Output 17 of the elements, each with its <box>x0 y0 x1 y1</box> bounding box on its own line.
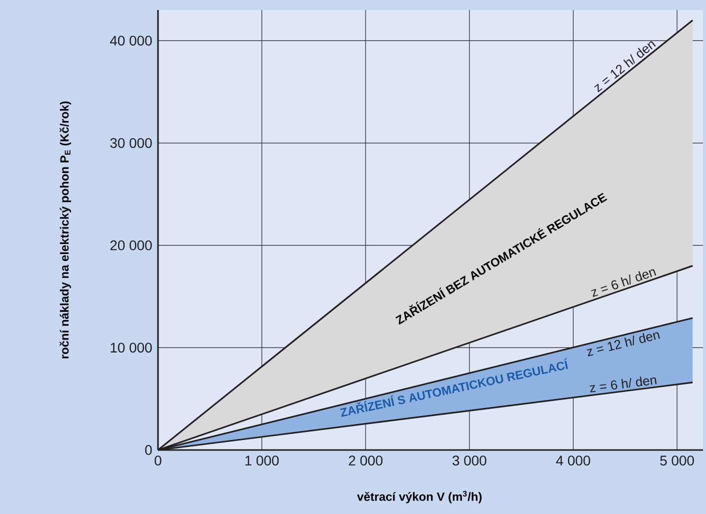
y-tick-label: 0 <box>145 445 152 455</box>
y-tick-label: 30 000 <box>110 138 152 148</box>
text: z = 6 h/ den <box>590 376 657 392</box>
x-axis-title: větrací výkon V (m$^{3}$/h) <box>357 490 482 504</box>
x-tick-label: 1 000 <box>245 456 279 466</box>
text: z = 12 h/ den <box>594 41 656 92</box>
x-tick-label: 0 <box>154 456 162 466</box>
y-tick-label: 10 000 <box>110 342 152 353</box>
y-tick-label: 20 000 <box>110 240 152 250</box>
text: z = 6 h/ den <box>591 269 656 298</box>
x-tick-label: 2 000 <box>348 456 383 466</box>
x-tick-label: 4 000 <box>556 456 590 466</box>
y-axis-title: roční náklady na elektrický pohon P$_{E}$ (Kč/rok) <box>60 101 72 358</box>
text: z = 12 h/ den <box>586 332 660 356</box>
x-tick-label: 5 000 <box>660 456 694 466</box>
y-tick-label: 40 000 <box>110 36 152 46</box>
x-tick-label: 3 000 <box>452 456 486 466</box>
